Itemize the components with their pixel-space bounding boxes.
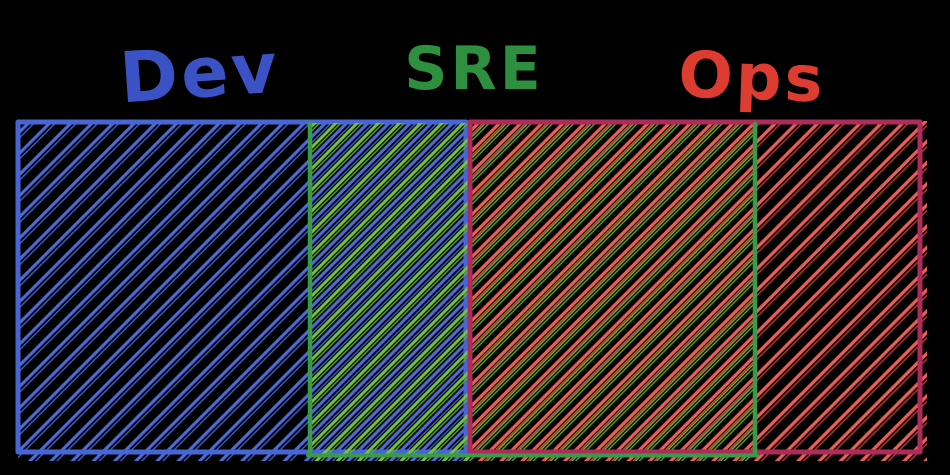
ops-region-border	[467, 119, 923, 455]
ops-region-hatch	[470, 121, 927, 461]
sre-label: SRE	[404, 34, 543, 104]
ops-label: Ops	[677, 38, 827, 117]
dev-label: Dev	[117, 27, 283, 120]
